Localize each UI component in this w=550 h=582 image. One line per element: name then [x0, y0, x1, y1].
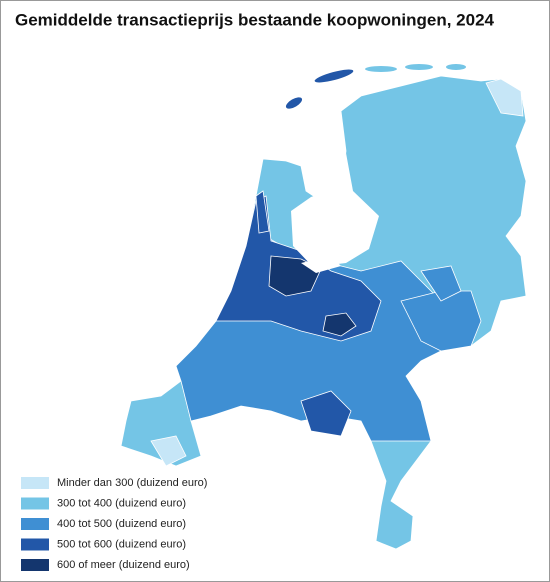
island	[365, 66, 397, 72]
netherlands	[120, 75, 527, 550]
island	[446, 64, 466, 70]
legend-swatch	[21, 497, 49, 510]
legend-swatch	[21, 559, 49, 571]
island	[405, 64, 433, 70]
region	[150, 435, 187, 467]
region	[255, 190, 270, 234]
region	[485, 78, 524, 117]
region	[322, 312, 357, 337]
legend-label: Minder dan 300 (duizend euro)	[57, 477, 207, 489]
legend-swatch	[21, 477, 49, 489]
island	[314, 69, 354, 83]
markermeer-gap	[301, 256, 341, 273]
region	[420, 265, 462, 302]
region	[300, 390, 352, 437]
legend-label: 500 tot 600 (duizend euro)	[57, 538, 186, 550]
legend-swatch	[21, 538, 49, 551]
legend-label: 600 of meer (duizend euro)	[57, 559, 190, 571]
legend-label: 400 tot 500 (duizend euro)	[57, 518, 186, 530]
legend-label: 300 tot 400 (duizend euro)	[57, 497, 186, 509]
ijsselmeer	[291, 153, 379, 267]
legend: Minder dan 300 (duizend euro) 300 tot 400…	[21, 477, 207, 571]
island	[285, 97, 303, 109]
legend-swatch	[21, 518, 49, 530]
map-title: Gemiddelde transactieprijs bestaande koo…	[15, 10, 495, 29]
